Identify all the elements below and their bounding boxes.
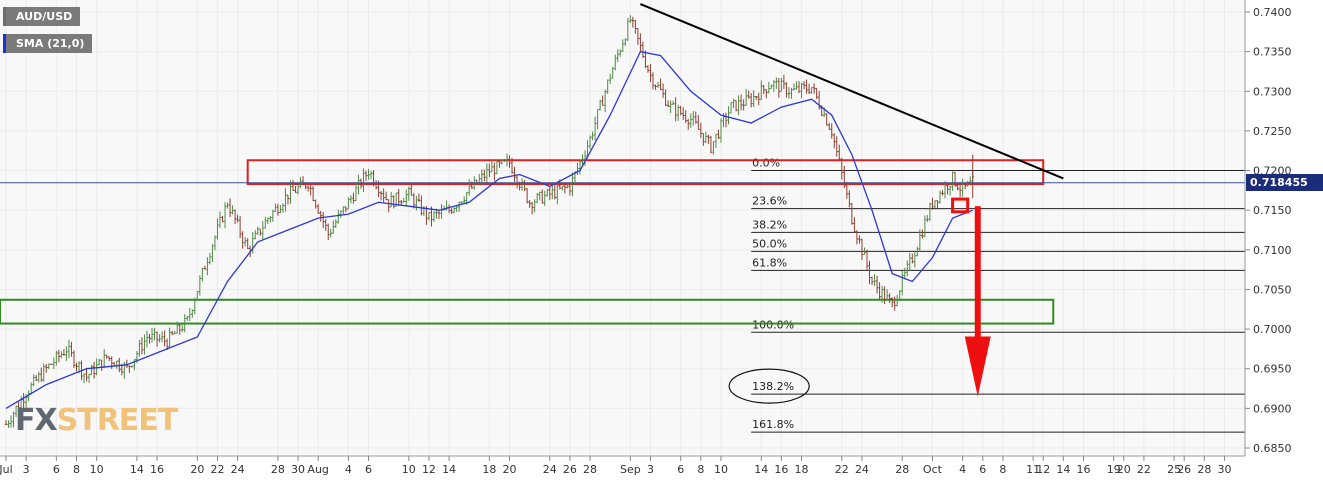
- y-tick-label: 0.6900: [1253, 402, 1292, 415]
- x-tick-label: 11: [1026, 463, 1040, 476]
- fib-label: 50.0%: [752, 237, 787, 250]
- axis-background: [1245, 0, 1323, 481]
- x-tick-label: 28: [271, 463, 285, 476]
- x-tick-label: Sep: [620, 463, 641, 476]
- x-tick-label: 22: [835, 463, 849, 476]
- x-tick-label: 16: [1076, 463, 1090, 476]
- fib-label: 23.6%: [752, 195, 787, 208]
- y-tick-label: 0.7350: [1253, 46, 1292, 59]
- x-tick-label: 20: [190, 463, 204, 476]
- x-tick-label: 30: [1217, 463, 1231, 476]
- x-tick-label: 25: [1167, 463, 1181, 476]
- x-tick-label: 16: [774, 463, 788, 476]
- x-tick-label: 14: [130, 463, 144, 476]
- x-axis-background: [0, 456, 1245, 481]
- x-tick-label: 3: [647, 463, 654, 476]
- legend-symbol[interactable]: AUD/USD: [3, 7, 81, 26]
- fib-label: 0.0%: [752, 157, 780, 170]
- x-tick-label: 3: [23, 463, 30, 476]
- x-tick-label: 10: [714, 463, 728, 476]
- x-tick-label: 8: [697, 463, 704, 476]
- fib-label: 161.8%: [752, 418, 794, 431]
- watermark-logo: FXSTREET: [15, 403, 179, 439]
- x-tick-label: 30: [291, 463, 305, 476]
- x-tick-label: 10: [402, 463, 416, 476]
- current-price-tag: 0.718455: [1246, 174, 1323, 191]
- x-tick-label: 8: [73, 463, 80, 476]
- x-tick-label: 16: [150, 463, 164, 476]
- y-tick-label: 0.6950: [1253, 363, 1292, 376]
- x-axis: Jul 3 6 8 10 14 16 20 22 24 28 30 Aug 4 6 10 12 14 18 20 24 2…: [0, 455, 1245, 476]
- x-tick-label: 24: [855, 463, 869, 476]
- x-tick-label: 10: [90, 463, 104, 476]
- x-tick-label: Aug: [307, 463, 328, 476]
- x-tick-label: 12: [1036, 463, 1050, 476]
- drawings: [0, 3, 1245, 397]
- y-tick-label: 0.7050: [1253, 283, 1292, 296]
- fib-highlight-ellipse: [728, 368, 810, 404]
- x-tick-label: 24: [231, 463, 245, 476]
- y-tick-label: 0.6850: [1253, 442, 1292, 455]
- fib-label: 61.8%: [752, 256, 787, 269]
- y-tick-label: 0.7150: [1253, 204, 1292, 217]
- x-tick-label: 6: [677, 463, 684, 476]
- x-tick-label: Oct: [923, 463, 943, 476]
- x-tick-label: 22: [210, 463, 224, 476]
- watermark-street: STREET: [56, 403, 179, 438]
- arrow-head: [964, 336, 991, 397]
- y-tick-label: 0.7250: [1253, 125, 1292, 138]
- x-tick-label: 28: [1197, 463, 1211, 476]
- x-tick-label: 12: [422, 463, 436, 476]
- x-tick-label: 18: [795, 463, 809, 476]
- x-tick-label: 6: [365, 463, 372, 476]
- x-tick-label: 26: [563, 463, 577, 476]
- legend-sma[interactable]: SMA (21,0): [3, 34, 93, 53]
- fib-label: 38.2%: [752, 218, 787, 231]
- legend-symbol-label: AUD/USD: [16, 10, 73, 23]
- x-tick-label: 8: [999, 463, 1006, 476]
- x-tick-label: 6: [979, 463, 986, 476]
- plot-background: [0, 0, 1245, 456]
- entry-box: [951, 197, 970, 214]
- x-tick-label: 28: [895, 463, 909, 476]
- x-tick-label: 6: [53, 463, 60, 476]
- sma-line: [5, 50, 973, 409]
- x-tick-label: 24: [543, 463, 557, 476]
- fib-label: 138.2%: [752, 380, 794, 393]
- arrow-shaft: [974, 206, 981, 339]
- x-tick-label: 19: [1107, 463, 1121, 476]
- support-zone: [0, 298, 1055, 325]
- y-tick-label: 0.7400: [1253, 6, 1292, 19]
- x-tick-label: 18: [482, 463, 496, 476]
- x-tick-label: 4: [345, 463, 352, 476]
- y-tick-label: 0.7000: [1253, 323, 1292, 336]
- x-tick-label: 4: [959, 463, 966, 476]
- x-tick-label: 22: [1137, 463, 1151, 476]
- legend-sma-label: SMA (21,0): [16, 37, 85, 50]
- y-axis: 0.74000.73500.73000.72500.72000.71500.71…: [1244, 0, 1292, 456]
- y-tick-label: 0.7100: [1253, 244, 1292, 257]
- x-tick-label: 14: [442, 463, 456, 476]
- candles: [4, 15, 974, 428]
- sma-series: [5, 50, 973, 409]
- y-tick-label: 0.7300: [1253, 85, 1292, 98]
- zones: [0, 159, 1055, 325]
- watermark-fx: FX: [15, 403, 58, 438]
- x-tick-label: 26: [1177, 463, 1191, 476]
- x-tick-label: Jul: [0, 463, 13, 476]
- trendline: [640, 3, 1064, 180]
- resistance-zone: [246, 159, 1045, 186]
- fibonacci-levels: 0.0% 23.6% 38.2% 50.0% 61.8% 100.0% 138.2% 161.…: [728, 157, 1245, 433]
- x-tick-label: 20: [503, 463, 517, 476]
- x-tick-label: 28: [583, 463, 597, 476]
- x-tick-label: 14: [1056, 463, 1070, 476]
- fib-label: 100.0%: [752, 318, 794, 331]
- grid-lines: [0, 0, 1245, 456]
- x-tick-label: 14: [754, 463, 768, 476]
- x-tick-label: 20: [1117, 463, 1131, 476]
